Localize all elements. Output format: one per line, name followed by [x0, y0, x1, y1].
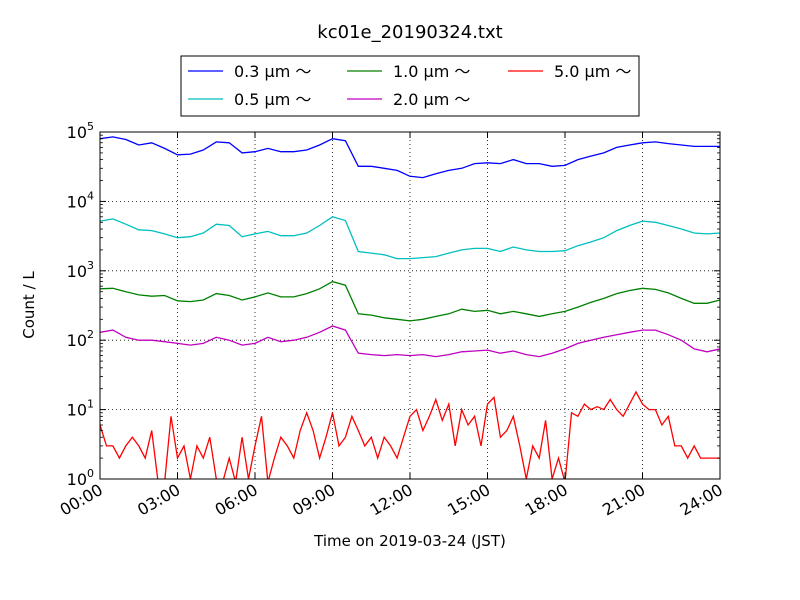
legend: 0.3 μm ～ 1.0 μm ～ 5.0 μm ～ 0.5 μm ～ 2.0 μm ～ [180, 55, 640, 117]
data-series [100, 136, 720, 479]
axis-ticks [99, 131, 721, 480]
plot-area [100, 132, 720, 479]
y-tick-exponent: 2 [87, 328, 94, 341]
y-tick-label: 102 [67, 328, 94, 350]
y-tick-base: 10 [67, 331, 87, 350]
y-tick-base: 10 [67, 192, 87, 211]
legend-label-4: 5.0 μm ～ [554, 62, 631, 81]
y-tick-label: 101 [67, 398, 94, 420]
y-tick-exponent: 5 [87, 120, 94, 133]
series-line-0 [100, 136, 720, 179]
legend-label-0: 0.3 μm ～ [234, 62, 311, 81]
y-tick-label: 100 [67, 467, 94, 489]
series-line-4 [100, 390, 720, 479]
y-axis-label: Count / L [20, 271, 38, 339]
y-tick-label: 103 [67, 259, 94, 281]
y-tick-base: 10 [67, 470, 87, 489]
chart-title: kc01e_20190324.txt [317, 22, 502, 43]
x-axis-label: Time on 2019-03-24 (JST) [313, 532, 506, 550]
y-tick-label: 105 [67, 120, 94, 142]
y-tick-label: 104 [67, 189, 94, 211]
legend-label-3: 2.0 μm ～ [393, 90, 470, 109]
series-line-1 [100, 216, 720, 260]
y-tick-exponent: 3 [87, 259, 94, 272]
y-tick-base: 10 [67, 262, 87, 281]
y-tick-exponent: 0 [87, 467, 94, 480]
series-line-3 [100, 325, 720, 358]
legend-label-2: 1.0 μm ～ [393, 62, 470, 81]
legend-frame [180, 55, 640, 117]
y-tick-exponent: 1 [87, 398, 94, 411]
legend-label-1: 0.5 μm ～ [234, 90, 311, 109]
y-tick-base: 10 [67, 123, 87, 142]
y-tick-base: 10 [67, 401, 87, 420]
series-line-2 [100, 280, 720, 322]
y-tick-exponent: 4 [87, 189, 94, 202]
